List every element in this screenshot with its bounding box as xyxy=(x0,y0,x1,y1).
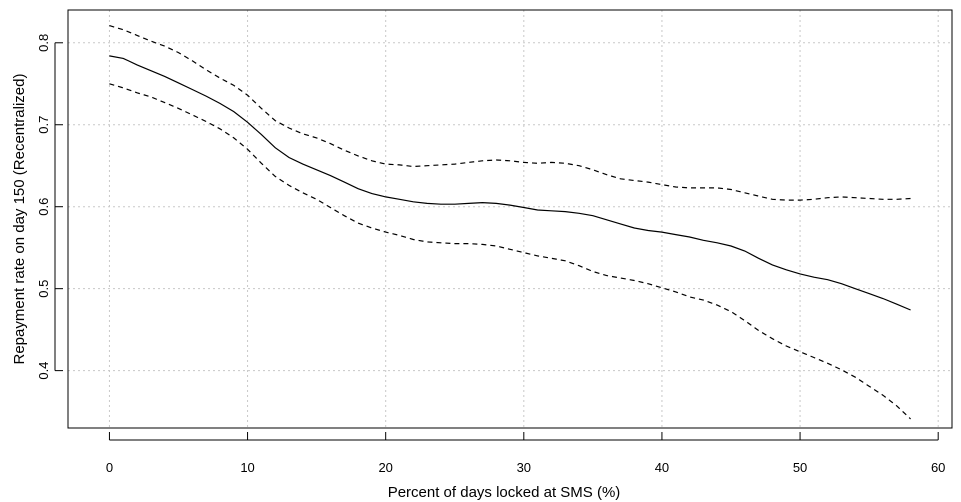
x-tick-label: 40 xyxy=(655,460,669,475)
axis-layer: 0 10 20 30 40 50 60 0.4 0.5 0.6 0.7 0.8 xyxy=(36,34,945,475)
y-axis-title: Repayment rate on day 150 (Recentralized… xyxy=(11,74,28,365)
x-tick-label: 0 xyxy=(106,460,113,475)
y-tick-label: 0.6 xyxy=(36,198,51,216)
plot-frame xyxy=(67,9,953,429)
y-tick-label: 0.8 xyxy=(36,34,51,52)
x-tick-label: 60 xyxy=(931,460,945,475)
x-axis-title: Percent of days locked at SMS (%) xyxy=(388,484,621,501)
series-line-confidence-band xyxy=(109,25,911,201)
series-line-estimate xyxy=(109,55,911,311)
x-tick-label: 20 xyxy=(378,460,392,475)
series-layer xyxy=(109,25,912,420)
y-tick-label: 0.7 xyxy=(36,116,51,134)
x-tick-label: 10 xyxy=(240,460,254,475)
x-tick-label: 50 xyxy=(793,460,807,475)
y-tick-label: 0.5 xyxy=(36,280,51,298)
series-line-confidence-band xyxy=(109,83,912,420)
grid-layer xyxy=(68,10,952,428)
y-tick-label: 0.4 xyxy=(36,362,51,380)
x-tick-label: 30 xyxy=(517,460,531,475)
